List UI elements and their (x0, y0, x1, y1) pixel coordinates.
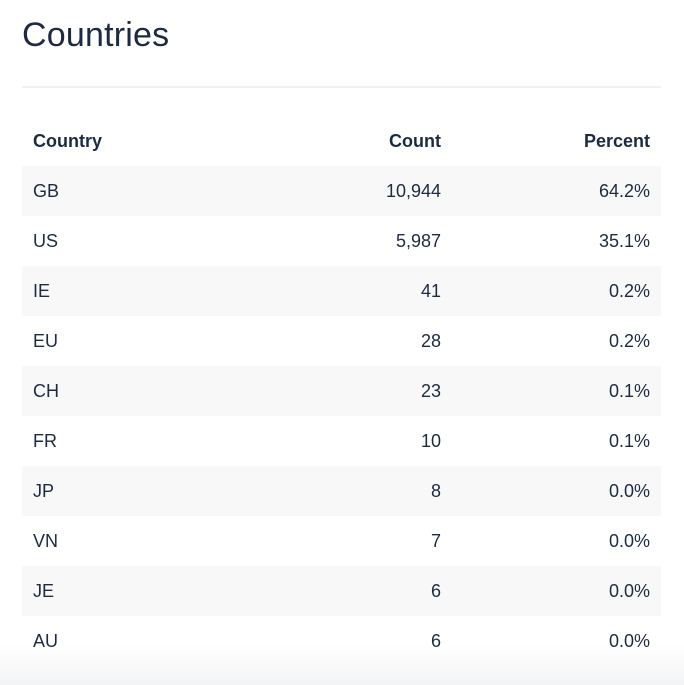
column-header-percent[interactable]: Percent (583, 130, 650, 151)
country-cell: JP (33, 480, 55, 501)
table-row: IE 41 0.2% (22, 266, 661, 316)
count-cell: 10,944 (385, 180, 441, 201)
country-cell: AU (33, 630, 59, 651)
percent-cell: 0.0% (608, 580, 650, 601)
table-row: JP 8 0.0% (22, 466, 661, 516)
country-cell: GB (33, 180, 60, 201)
column-header-country[interactable]: Country (33, 130, 102, 151)
country-cell: FR (33, 430, 57, 451)
percent-cell: 0.0% (608, 630, 650, 651)
count-cell: 5,987 (395, 230, 441, 251)
table-row: GB 10,944 64.2% (22, 166, 661, 216)
country-cell: CH (33, 380, 59, 401)
percent-cell: 35.1% (598, 230, 650, 251)
count-cell: 41 (420, 280, 441, 301)
countries-table: Country Count Percent GB 10,944 64.2% US 5,9… (22, 116, 661, 666)
table-row: JE 6 0.0% (22, 566, 661, 616)
table-row: VN 7 0.0% (22, 516, 661, 566)
percent-cell: 0.0% (608, 530, 650, 551)
percent-cell: 64.2% (598, 180, 650, 201)
count-cell: 6 (430, 630, 441, 651)
table-row: US 5,987 35.1% (22, 216, 661, 266)
percent-cell: 0.2% (608, 330, 650, 351)
table-header-row: Country Count Percent (22, 116, 661, 166)
country-cell: IE (33, 280, 51, 301)
percent-cell: 0.1% (608, 380, 650, 401)
table-row: EU 28 0.2% (22, 316, 661, 366)
count-cell: 8 (430, 480, 441, 501)
percent-cell: 0.1% (608, 430, 650, 451)
percent-cell: 0.2% (608, 280, 650, 301)
count-cell: 7 (430, 530, 441, 551)
column-header-count[interactable]: Count (389, 130, 441, 151)
page-title: Countries (22, 16, 170, 54)
country-cell: US (33, 230, 59, 251)
country-cell: JE (33, 580, 55, 601)
table-row: FR 10 0.1% (22, 416, 661, 466)
percent-cell: 0.0% (608, 480, 650, 501)
country-cell: EU (33, 330, 59, 351)
table-row: CH 23 0.1% (22, 366, 661, 416)
divider (22, 86, 661, 88)
table-row: AU 6 0.0% (22, 616, 661, 666)
count-cell: 28 (420, 330, 441, 351)
count-cell: 6 (430, 580, 441, 601)
count-cell: 10 (420, 430, 441, 451)
count-cell: 23 (420, 380, 441, 401)
country-cell: VN (33, 530, 59, 551)
